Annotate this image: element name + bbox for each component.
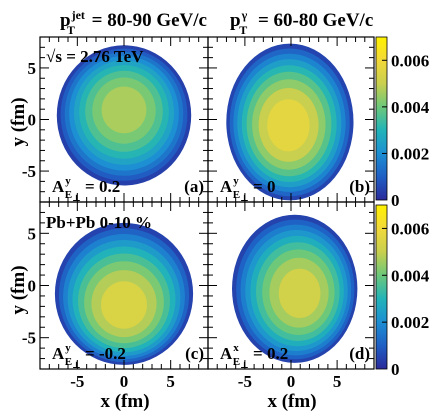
colorbar-tick-label: 0.004: [391, 98, 430, 117]
x-tick-label: 5: [166, 372, 175, 391]
panel-grid: [54, 43, 358, 365]
x-axis-label-right: x (fm): [267, 391, 316, 411]
system-label: Pb+Pb 0-10 %: [46, 213, 152, 232]
panel-tag: (c): [185, 344, 204, 363]
contour-level: [278, 268, 321, 318]
colorbar-tick-label: 0.006: [391, 219, 429, 238]
colorbar-tick-label: 0.006: [391, 51, 429, 70]
y-tick-label: 5: [28, 224, 37, 243]
asymmetry-label: Ay E⊥ = -0.2: [52, 342, 126, 370]
y-tick-label: 0: [28, 277, 37, 296]
colorbar-zero-label: 0: [391, 360, 400, 379]
panel-b: [226, 43, 354, 201]
colorbars: 0.002 0.004 0.006 0 0.002 0.004 0.006 0: [375, 36, 430, 379]
col-title-right-sub: T: [239, 23, 247, 37]
y-tick-label: 5: [28, 59, 37, 78]
contour-level: [101, 86, 147, 134]
colorbar-tick-label: 0.004: [391, 266, 430, 285]
column-title-right: pγ T = 60-80 GeV/c: [230, 8, 373, 37]
panel-tag: (b): [349, 177, 370, 196]
asymmetry-label: Ay E⊥ = 0.2: [52, 175, 120, 203]
colorbar: [376, 37, 387, 200]
col-title-left-rest: = 80-90 GeV/c: [87, 10, 207, 31]
density-map: [54, 222, 194, 365]
x-axis-label-left: x (fm): [100, 391, 149, 411]
axes: -5 0 5 (a) Ay E⊥ = 0.2 (b) Ay E⊥ = 0 -5 0 5 -5 0 5 (c) A…: [22, 36, 375, 391]
y-tick-label: 0: [28, 111, 37, 130]
x-tick-label: 0: [120, 372, 129, 391]
col-title-left-main: p: [60, 10, 71, 31]
panel-tag: (a): [184, 177, 204, 196]
y-tick-label: -5: [22, 162, 36, 181]
col-title-right-sup: γ: [241, 8, 248, 22]
col-title-left-sup: jet: [71, 8, 85, 22]
y-axis-label-lower: y (fm): [8, 265, 29, 314]
y-tick-label: -5: [22, 329, 36, 348]
density-map: [226, 43, 354, 201]
energy-label: √s = 2.76 TeV: [46, 47, 144, 66]
asymmetry-label: Ay E⊥ = 0: [220, 175, 275, 203]
x-tick-label: -5: [238, 372, 252, 391]
col-title-left-sub: T: [67, 23, 75, 37]
colorbar-zero-label: 0: [391, 191, 400, 210]
asymmetry-label: Ax E⊥ = 0.2: [220, 342, 288, 370]
x-tick-label: 5: [333, 372, 342, 391]
x-tick-label: 0: [287, 372, 296, 391]
contour-level: [267, 99, 310, 152]
panel-c: [54, 222, 194, 365]
contour-level: [101, 281, 147, 329]
colorbar-tick-label: 0.002: [391, 313, 429, 332]
panel-a: [56, 45, 192, 186]
colorbar-frame: [375, 36, 388, 201]
y-axis-label: y (fm): [8, 97, 29, 146]
x-tick-label: -5: [70, 372, 84, 391]
colorbar: [376, 205, 387, 369]
column-title-left: pjet T = 80-90 GeV/c: [60, 8, 207, 37]
colorbar-tick-label: 0.002: [391, 144, 429, 163]
density-map: [56, 45, 192, 186]
colorbar-frame: [375, 204, 388, 370]
col-title-right-rest: = 60-80 GeV/c: [253, 10, 373, 31]
panel-d: [232, 214, 358, 363]
density-map: [232, 214, 358, 363]
panel-tag: (d): [349, 344, 370, 363]
col-title-right-main: p: [230, 10, 241, 31]
